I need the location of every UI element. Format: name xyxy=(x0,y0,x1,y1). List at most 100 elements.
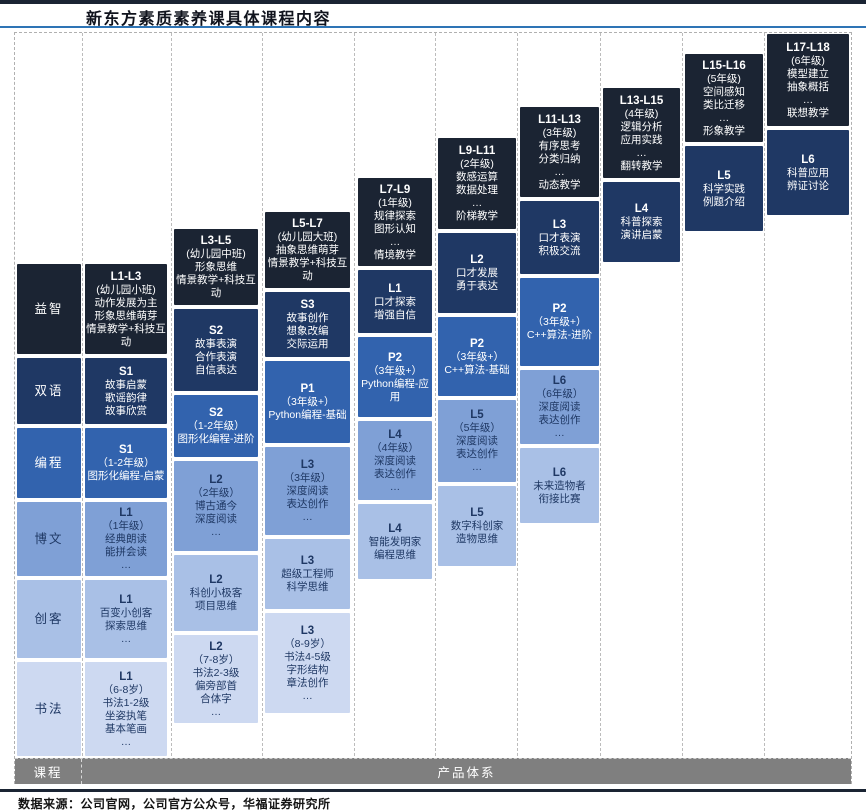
course-box: L17-L18 (6年级) 模型建立 抽象概括 … 联想教学 xyxy=(767,34,849,126)
page-title: 新东方素质素养课具体课程内容 xyxy=(86,11,332,28)
course-box: S1 故事启蒙 歌谣韵律 故事欣赏 xyxy=(85,358,167,424)
course-box: L4 （4年级） 深度阅读 表达创作 … xyxy=(358,421,432,500)
level-label: L6 xyxy=(552,375,567,387)
course-box: L6 未来造物者 衔接比赛 xyxy=(520,448,599,523)
column-separator xyxy=(764,33,765,756)
box-text: （7-8岁） 书法2-3级 偏旁部首 合体字 … xyxy=(192,653,240,718)
category-column: 益智 双语 编程 博文 创客 书法 xyxy=(17,264,81,760)
course-column-2: L3-L5 (幼儿园中班) 形象思维 情景教学+科技互动 S2 故事表演 合作表演 自… xyxy=(174,229,258,727)
course-box: S3 故事创作 想象改编 交际运用 xyxy=(265,292,350,357)
course-box: P2 （3年级+） C++算法-进阶 xyxy=(520,278,599,366)
level-label: P2 xyxy=(552,303,567,315)
level-label: L2 xyxy=(209,474,223,486)
level-label: L4 xyxy=(388,428,402,441)
box-text: （3年级+） Python编程-应用 xyxy=(361,364,429,403)
level-label: L17-L18 xyxy=(786,41,830,54)
category-label: 编程 xyxy=(34,455,64,470)
course-box: L1 （6-8岁） 书法1-2级 坐姿执笔 基本笔画 … xyxy=(85,662,167,756)
course-box: L9-L11 (2年级) 数感运算 数据处理 … 阶梯教学 xyxy=(438,138,516,229)
box-text: (2年级) 数感运算 数据处理 … 阶梯教学 xyxy=(456,158,498,222)
course-box: L5 科学实践 例题介绍 xyxy=(685,146,763,231)
box-text: 智能发明家 编程思维 xyxy=(368,535,422,561)
course-box: L5 数字科创家 造物思维 xyxy=(438,486,516,566)
level-label: L13-L15 xyxy=(619,94,664,107)
course-column-7: L13-L15 (4年级) 逻辑分析 应用实践 … 翻转教学 L4 科普探索 演讲启蒙 xyxy=(603,88,680,266)
box-text: 口才发展 勇于表达 xyxy=(456,267,498,292)
course-box: L15-L16 (5年级) 空间感知 类比迁移 … 形象教学 xyxy=(685,54,763,142)
course-box: S2 （1-2年级） 图形化编程-进阶 xyxy=(174,395,258,457)
box-text: （8-9岁） 书法4-5级 字形结构 章法创作 … xyxy=(284,637,331,702)
level-label: L7-L9 xyxy=(379,183,411,196)
category-box: 博文 xyxy=(17,502,81,576)
box-text: (3年级) 有序思考 分类归纳 … 动态教学 xyxy=(538,126,581,191)
column-separator xyxy=(262,33,263,756)
level-label: L3 xyxy=(552,218,567,231)
box-text: 故事创作 想象改编 交际运用 xyxy=(286,312,329,350)
column-separator xyxy=(171,33,172,756)
category-label: 博文 xyxy=(34,531,64,546)
level-label: L4 xyxy=(388,522,402,535)
level-label: L15-L16 xyxy=(702,59,746,72)
level-label: L2 xyxy=(470,254,484,266)
box-text: 科学实践 例题介绍 xyxy=(703,182,745,208)
course-box: L3 （3年级） 深度阅读 表达创作 … xyxy=(265,447,350,535)
box-text: 未来造物者 衔接比赛 xyxy=(533,479,586,505)
course-box: L1 （1年级） 经典朗读 能拼会读 … xyxy=(85,502,167,576)
level-label: P2 xyxy=(387,351,403,364)
box-text: 科普应用 辨证讨论 xyxy=(787,166,829,192)
level-label: L5 xyxy=(470,409,484,421)
course-box: L1 百变小创客 探索思维 … xyxy=(85,580,167,658)
box-text: （2年级） 博古通今 深度阅读 … xyxy=(192,487,240,538)
column-separator xyxy=(600,33,601,756)
box-text: 口才探索 增强自信 xyxy=(374,295,416,321)
box-text: (1年级) 规律探索 图形认知 … 情境教学 xyxy=(374,196,416,261)
level-label: S1 xyxy=(118,444,134,456)
course-box: L6 （6年级） 深度阅读 表达创作 … xyxy=(520,370,599,444)
level-label: L1-L3 xyxy=(110,270,142,283)
course-box: L11-L13 (3年级) 有序思考 分类归纳 … 动态教学 xyxy=(520,107,599,197)
course-box: P2 （3年级+） Python编程-应用 xyxy=(358,337,432,417)
box-text: 百变小创客 探索思维 … xyxy=(99,606,153,645)
course-box: L3-L5 (幼儿园中班) 形象思维 情景教学+科技互动 xyxy=(174,229,258,305)
column-separator xyxy=(354,33,355,756)
course-column-1: L1-L3 (幼儿园小班) 动作发展为主 形象思维萌芽 情景教学+科技互动 S1 故事… xyxy=(85,264,167,760)
level-label: P1 xyxy=(300,383,315,395)
box-text: （3年级+） C++算法-基础 xyxy=(444,350,510,376)
level-label: L3-L5 xyxy=(200,235,232,247)
box-text: （3年级） 深度阅读 表达创作 … xyxy=(283,472,332,523)
course-box: P1 （3年级+） Python编程-基础 xyxy=(265,361,350,443)
category-label: 创客 xyxy=(34,611,64,626)
column-separator xyxy=(82,33,83,756)
course-box: S1 （1-2年级） 图形化编程-启蒙 xyxy=(85,428,167,498)
bottom-bar: 课程 产品体系 xyxy=(15,758,851,784)
plot-area: 课程 产品体系 益智 双语 编程 博文 创客 书法 L1-L3 (幼儿园小班) 动作发展为主 … xyxy=(14,32,852,784)
course-box: L2 （7-8岁） 书法2-3级 偏旁部首 合体字 … xyxy=(174,635,258,723)
column-separator xyxy=(517,33,518,756)
box-text: （1年级） 经典朗读 能拼会读 … xyxy=(102,520,150,571)
course-box: S2 故事表演 合作表演 自信表达 xyxy=(174,309,258,391)
category-box: 益智 xyxy=(17,264,81,354)
box-text: 故事启蒙 歌谣韵律 故事欣赏 xyxy=(105,378,147,417)
category-label: 双语 xyxy=(34,383,64,398)
column-separator xyxy=(435,33,436,756)
course-box: L1 口才探索 增强自信 xyxy=(358,270,432,333)
course-column-3: L5-L7 (幼儿园大班) 抽象思维萌芽 情景教学+科技互动 S3 故事创作 想象改编… xyxy=(265,212,350,717)
level-label: L3 xyxy=(300,624,315,637)
course-box: L4 智能发明家 编程思维 xyxy=(358,504,432,579)
course-box: L13-L15 (4年级) 逻辑分析 应用实践 … 翻转教学 xyxy=(603,88,680,178)
course-column-6: L11-L13 (3年级) 有序思考 分类归纳 … 动态教学 L3 口才表演 积极交流… xyxy=(520,107,599,527)
box-text: (幼儿园中班) 形象思维 情景教学+科技互动 xyxy=(176,248,256,299)
column-separator xyxy=(682,33,683,756)
box-text: （5年级） 深度阅读 表达创作 … xyxy=(453,422,501,473)
level-label: L5 xyxy=(470,507,484,519)
course-box: L5-L7 (幼儿园大班) 抽象思维萌芽 情景教学+科技互动 xyxy=(265,212,350,288)
course-box: L5 （5年级） 深度阅读 表达创作 … xyxy=(438,400,516,482)
course-box: L2 口才发展 勇于表达 xyxy=(438,233,516,313)
top-rule xyxy=(0,0,866,4)
box-text: 科创小极客 项目思维 xyxy=(189,587,243,612)
level-label: L6 xyxy=(801,153,815,166)
course-box: L2 科创小极客 项目思维 xyxy=(174,555,258,631)
category-box: 创客 xyxy=(17,580,81,658)
box-text: (4年级) 逻辑分析 应用实践 … 翻转教学 xyxy=(620,107,663,172)
level-label: L2 xyxy=(209,640,223,653)
